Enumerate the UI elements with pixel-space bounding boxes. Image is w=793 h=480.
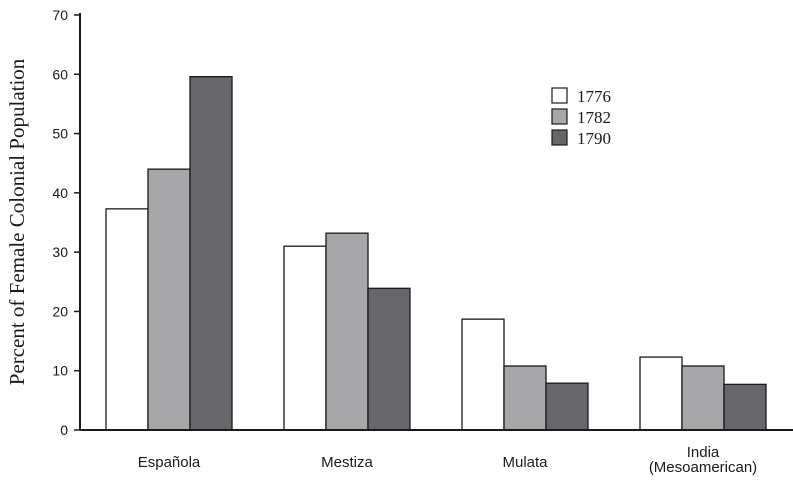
category-label: Mulata bbox=[502, 454, 548, 471]
legend: 1776 1782 1790 bbox=[551, 87, 611, 148]
axes bbox=[79, 13, 793, 431]
legend-swatch-1782 bbox=[551, 108, 568, 125]
bar-1790-1 bbox=[189, 76, 233, 431]
legend-label-1776: 1776 bbox=[577, 87, 611, 106]
bar-1782-2 bbox=[325, 232, 369, 431]
legend-label-1782: 1782 bbox=[577, 108, 611, 127]
y-tick-label: 70 bbox=[52, 7, 68, 23]
category-label: (Mesoamerican) bbox=[649, 459, 757, 476]
bar-1790-3 bbox=[545, 382, 589, 431]
y-tick-label: 60 bbox=[52, 66, 68, 82]
y-axis-ticks: 0 10 20 30 40 50 60 70 bbox=[52, 7, 80, 438]
bar-1776-4 bbox=[639, 356, 683, 431]
bars bbox=[105, 76, 767, 431]
bar-1782-1 bbox=[147, 168, 191, 431]
category-label: Mestiza bbox=[321, 454, 373, 471]
category-labels: Española Mestiza Mulata India(Mesoamerican) bbox=[138, 444, 757, 476]
bar-1776-3 bbox=[461, 318, 505, 431]
y-tick-label: 30 bbox=[52, 244, 68, 260]
bar-1782-4 bbox=[681, 365, 725, 431]
legend-swatch-1790 bbox=[551, 129, 568, 146]
legend-swatch-1776 bbox=[551, 87, 568, 104]
bar-1776-2 bbox=[283, 245, 327, 431]
category-label: Española bbox=[138, 454, 201, 471]
bar-1790-2 bbox=[367, 287, 411, 431]
bar-1782-3 bbox=[503, 365, 547, 431]
y-tick-label: 40 bbox=[52, 185, 68, 201]
y-tick-label: 50 bbox=[52, 126, 68, 142]
bar-1776-1 bbox=[105, 208, 149, 431]
category-label: India bbox=[687, 444, 720, 461]
bar-1790-4 bbox=[723, 383, 767, 431]
legend-label-1790: 1790 bbox=[577, 129, 611, 148]
y-tick-label: 0 bbox=[60, 422, 68, 438]
y-axis-label: Percent of Female Colonial Population bbox=[5, 58, 29, 385]
y-tick-label: 20 bbox=[52, 303, 68, 319]
y-tick-label: 10 bbox=[52, 363, 68, 379]
